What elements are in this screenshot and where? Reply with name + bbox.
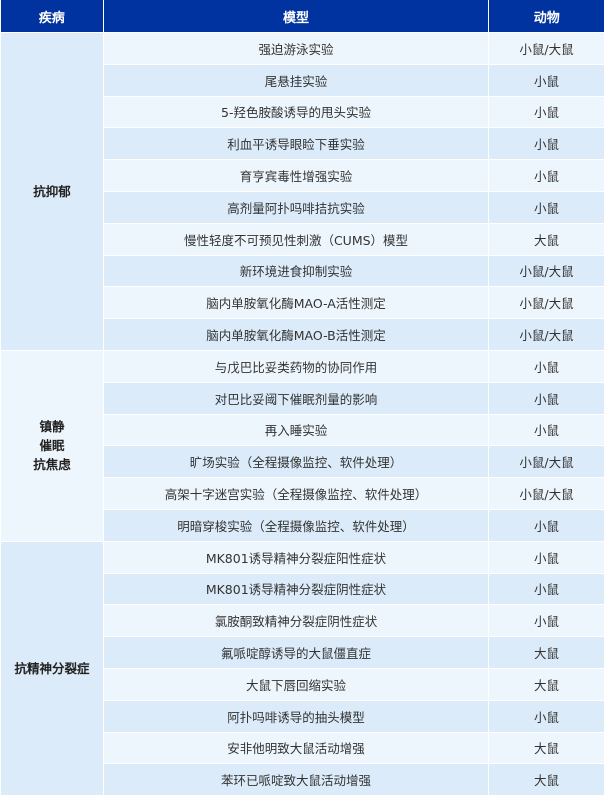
model-cell: 慢性轻度不可预见性刺激（CUMS）模型: [103, 222, 489, 256]
animal-cell: 小鼠: [488, 413, 604, 447]
model-cell: 育亨宾毒性增强实验: [103, 159, 489, 192]
table-row: 慢性轻度不可预见性刺激（CUMS）模型 大鼠: [1, 222, 604, 256]
animal-cell: 小鼠: [488, 95, 604, 129]
animal-cell: 小鼠: [488, 190, 604, 224]
disease-cell: 抗抑郁: [0, 32, 104, 351]
model-cell: 大鼠下唇回缩实验: [103, 667, 489, 701]
header-disease: 疾病: [0, 0, 104, 33]
table-row: 再入睡实验 小鼠: [1, 413, 604, 447]
animal-cell: 小鼠/大鼠: [488, 318, 604, 351]
animal-cell: 小鼠: [488, 159, 604, 192]
model-cell: 阿扑吗啡诱导的抽头模型: [103, 699, 489, 733]
animal-cell: 大鼠: [488, 222, 604, 256]
animal-cell: 小鼠: [488, 508, 604, 542]
animal-cell: 小鼠/大鼠: [488, 445, 604, 479]
model-cell: MK801诱导精神分裂症阳性症状: [103, 540, 489, 574]
table-row: MK801诱导精神分裂症阴性症状 小鼠: [1, 572, 604, 606]
table-row: 脑内单胺氧化酶MAO-A活性测定 小鼠/大鼠: [1, 286, 604, 320]
table-row: 镇静 催眠 抗焦虑 与戊巴比妥类药物的协同作用 小鼠: [0, 349, 604, 542]
table-row: 对巴比妥阈下催眠剂量的影响 小鼠: [1, 381, 604, 415]
animal-cell: 小鼠: [488, 127, 604, 161]
animal-cell: 小鼠: [488, 381, 604, 415]
model-cell: 脑内单胺氧化酶MAO-A活性测定: [103, 286, 489, 320]
header-animal: 动物: [488, 0, 604, 33]
table-row: 利血平诱导眼睑下垂实验 小鼠: [1, 127, 604, 161]
model-cell: 旷场实验（全程摄像监控、软件处理）: [103, 445, 489, 479]
disease-label: 抗抑郁: [33, 183, 71, 199]
table-row: 苯环已哌啶致大鼠活动增强 大鼠: [1, 763, 604, 796]
table-row: 阿扑吗啡诱导的抽头模型 小鼠: [1, 699, 604, 733]
model-cell: 对巴比妥阈下催眠剂量的影响: [103, 381, 489, 415]
disease-cell: 镇静 催眠 抗焦虑: [0, 349, 104, 542]
animal-cell: 小鼠: [488, 349, 604, 383]
table-row: 大鼠下唇回缩实验 大鼠: [1, 667, 604, 701]
model-cell: 氯胺酮致精神分裂症阴性症状: [103, 604, 489, 638]
animal-cell: 大鼠: [488, 636, 604, 669]
animal-cell: 小鼠/大鼠: [488, 286, 604, 320]
animal-cell: 小鼠: [488, 572, 604, 606]
header-row: 疾病 模型 动物: [0, 0, 604, 33]
disease-label: 抗精神分裂症: [14, 660, 90, 676]
table-row: 抗抑郁 强迫游泳实验 小鼠/大鼠: [0, 32, 604, 351]
table-row: 高架十字迷宫实验（全程摄像监控、软件处理） 小鼠/大鼠: [1, 477, 604, 510]
model-cell: 5-羟色胺酸诱导的甩头实验: [103, 95, 489, 129]
model-cell: 强迫游泳实验: [103, 32, 489, 65]
model-cell: MK801诱导精神分裂症阴性症状: [103, 572, 489, 606]
animal-cell: 小鼠: [488, 540, 604, 574]
model-cell: 安非他明致大鼠活动增强: [103, 731, 489, 765]
animal-cell: 大鼠: [488, 667, 604, 701]
table-row: 氯胺酮致精神分裂症阴性症状 小鼠: [1, 604, 604, 638]
table-row: 尾悬挂实验 小鼠: [1, 63, 604, 97]
model-cell: 明暗穿梭实验（全程摄像监控、软件处理）: [103, 508, 489, 542]
table-row: 新环境进食抑制实验 小鼠/大鼠: [1, 254, 604, 288]
disease-label: 催眠: [39, 438, 65, 454]
disease-cell: 抗精神分裂症: [0, 540, 104, 796]
animal-cell: 小鼠/大鼠: [488, 477, 604, 510]
model-cell: 新环境进食抑制实验: [103, 254, 489, 288]
model-cell: 脑内单胺氧化酶MAO-B活性测定: [103, 318, 489, 351]
animal-cell: 小鼠: [488, 63, 604, 97]
model-cell: 与戊巴比妥类药物的协同作用: [103, 349, 489, 383]
model-cell: 苯环已哌啶致大鼠活动增强: [103, 763, 489, 796]
animal-cell: 大鼠: [488, 731, 604, 765]
model-cell: 利血平诱导眼睑下垂实验: [103, 127, 489, 161]
animal-cell: 大鼠: [488, 763, 604, 796]
animal-cell: 小鼠/大鼠: [488, 32, 604, 65]
table-row: 明暗穿梭实验（全程摄像监控、软件处理） 小鼠: [1, 508, 604, 542]
model-cell: 再入睡实验: [103, 413, 489, 447]
model-cell: 氟哌啶醇诱导的大鼠僵直症: [103, 636, 489, 669]
table-row: 抗精神分裂症 MK801诱导精神分裂症阳性症状 小鼠: [0, 540, 604, 796]
model-cell: 尾悬挂实验: [103, 63, 489, 97]
animal-cell: 小鼠/大鼠: [488, 254, 604, 288]
table-row: 育亨宾毒性增强实验 小鼠: [1, 159, 604, 192]
table-row: 旷场实验（全程摄像监控、软件处理） 小鼠/大鼠: [1, 445, 604, 479]
disease-label: 抗焦虑: [33, 457, 71, 473]
animal-cell: 小鼠: [488, 699, 604, 733]
table-row: 氟哌啶醇诱导的大鼠僵直症 大鼠: [1, 636, 604, 669]
model-cell: 高剂量阿扑吗啡拮抗实验: [103, 190, 489, 224]
disease-label: 镇静: [39, 419, 65, 435]
model-cell: 高架十字迷宫实验（全程摄像监控、软件处理）: [103, 477, 489, 510]
table-row: 高剂量阿扑吗啡拮抗实验 小鼠: [1, 190, 604, 224]
animal-cell: 小鼠: [488, 604, 604, 638]
header-model: 模型: [103, 0, 489, 33]
